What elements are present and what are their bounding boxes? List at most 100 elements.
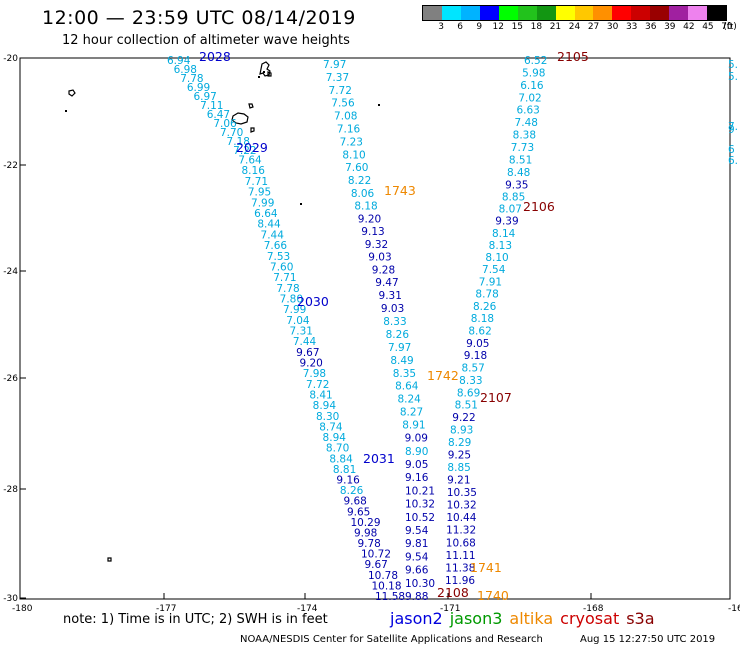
lon-tick-label: -174 xyxy=(297,604,318,614)
swh-value: 10.32 xyxy=(447,500,477,512)
scale-label: 39 xyxy=(664,22,676,32)
swh-value: 9.39 xyxy=(495,216,518,228)
pass-number-label: 2108 xyxy=(437,585,469,600)
legend-cryosat: cryosat xyxy=(560,609,620,628)
swh-value: 8.57 xyxy=(461,363,484,375)
scale-swatch-3 xyxy=(479,6,499,20)
swh-value: 9.18 xyxy=(464,350,487,362)
swh-value: 10.52 xyxy=(405,512,435,524)
swh-value: 8.48 xyxy=(507,167,530,179)
pass-number-label: 1742 xyxy=(427,368,459,383)
swh-value: 10.29 xyxy=(350,517,380,529)
swh-value: 8.91 xyxy=(402,420,425,432)
swh-value: 6.97 xyxy=(193,91,216,103)
swh-value: 8.94 xyxy=(323,432,347,444)
scale-swatch-12 xyxy=(650,6,670,20)
swh-value: 7.72 xyxy=(329,85,352,97)
swh-value: 7.64 xyxy=(238,155,262,167)
swh-value: 9.81 xyxy=(405,538,428,550)
swh-value: 5.98 xyxy=(522,67,545,79)
altimeter-tracks: 6.946.987.786.996.977.116.477.067.707.18… xyxy=(167,55,547,603)
swh-value: 8.38 xyxy=(513,130,536,142)
pass-number-label: 1740 xyxy=(477,588,509,603)
swh-value: 7.60 xyxy=(270,261,293,273)
swh-value: 8.06 xyxy=(351,188,375,200)
scale-label: 6 xyxy=(457,22,463,32)
swh-value: 9.65 xyxy=(347,506,370,518)
swh-value: 9.03 xyxy=(381,303,404,315)
lon-tick-label: -180 xyxy=(12,604,33,614)
lat-tick-label: -28 xyxy=(3,485,18,495)
swh-value: 8.26 xyxy=(340,485,364,497)
swh-value: 10.32 xyxy=(405,499,435,511)
pass-number-label: 2029 xyxy=(236,140,268,155)
scale-swatch-11 xyxy=(631,6,651,20)
scale-unit: (ft) xyxy=(723,22,737,32)
swh-value: 10.72 xyxy=(361,549,391,561)
swh-value: 11.96 xyxy=(445,575,475,587)
swh-value: 7.53 xyxy=(267,251,290,263)
swh-value: 7.04 xyxy=(286,315,310,327)
swh-value: 9.21 xyxy=(447,474,470,486)
island-shape xyxy=(248,103,254,109)
island-shape xyxy=(250,127,255,133)
swh-value: 8.07 xyxy=(499,204,522,216)
pass-number-label: 2028 xyxy=(199,49,231,64)
scale-swatch-0 xyxy=(423,6,442,20)
scale-label: 33 xyxy=(625,22,638,32)
scale-label: 27 xyxy=(587,22,600,32)
track-c: 6.525.986.167.026.637.488.387.738.518.48… xyxy=(445,55,547,587)
swh-value: 8.69 xyxy=(457,387,480,399)
map-subtitle: 12 hour collection of altimeter wave hei… xyxy=(62,33,350,48)
swh-value: 9.22 xyxy=(452,412,475,424)
swh-value: 8.70 xyxy=(326,443,349,455)
scale-label: 12 xyxy=(492,22,504,32)
swh-value: 8.93 xyxy=(450,424,473,436)
swh-value: 7.72 xyxy=(306,379,329,391)
scale-label: 70 xyxy=(721,22,733,32)
swh-value: 11.32 xyxy=(446,525,476,537)
swh-value: 7.99 xyxy=(251,197,274,209)
swh-value: 7.31 xyxy=(290,326,313,338)
swh-value: 9.98 xyxy=(354,527,377,539)
swh-value: 9.03 xyxy=(368,252,391,264)
scale-label: 18 xyxy=(530,22,543,32)
axis-ticks: -20 -22 -24 -26 -28 -30-180 -177 -174 -171 -168 -1… xyxy=(3,54,740,614)
swh-value: 8.16 xyxy=(242,165,266,177)
swh-value: 6.94 xyxy=(167,55,191,67)
track-b: 7.977.377.727.567.087.167.238.107.608.22… xyxy=(323,59,435,603)
island-outlines xyxy=(68,61,272,562)
scale-swatch-4 xyxy=(498,6,518,20)
swh-value: 10.18 xyxy=(371,580,401,592)
edge-fragment: 6. xyxy=(728,155,738,167)
swh-value: 7.71 xyxy=(245,176,268,188)
swh-value: 8.24 xyxy=(397,394,421,406)
swh-value: 6.63 xyxy=(516,105,539,117)
swh-value: 8.18 xyxy=(354,201,377,213)
swh-value: 7.99 xyxy=(283,304,306,316)
swh-value: 9.68 xyxy=(343,496,366,508)
scale-swatch-6 xyxy=(536,6,556,20)
lat-tick-label: -24 xyxy=(3,267,18,277)
swh-value: 11.11 xyxy=(446,550,476,562)
pass-number-label: 2031 xyxy=(363,451,395,466)
lat-tick-label: -22 xyxy=(3,161,18,171)
legend-jason2: jason2 xyxy=(390,609,443,628)
swh-value: 10.68 xyxy=(446,537,476,549)
scale-label: 42 xyxy=(683,22,695,32)
swh-value: 8.26 xyxy=(473,301,497,313)
scale-swatch-9 xyxy=(593,6,613,20)
legend-jason3: jason3 xyxy=(449,609,503,628)
swh-value: 9.54 xyxy=(405,525,429,537)
swh-value: 7.11 xyxy=(200,100,223,112)
pass-number-label: 1743 xyxy=(384,183,416,198)
swh-value: 7.91 xyxy=(479,276,502,288)
swh-value: 6.47 xyxy=(207,109,230,121)
lat-tick-label: -20 xyxy=(3,54,18,64)
pass-labels: 2028 2029 2030 2031 1743 1742 2105 2106 2107 2108… xyxy=(199,49,589,603)
swh-value: 10.35 xyxy=(447,487,477,499)
swh-value: 7.80 xyxy=(280,294,303,306)
swh-value: 11.58 xyxy=(375,591,405,603)
swh-value: 7.18 xyxy=(227,136,250,148)
swh-value: 9.28 xyxy=(372,264,395,276)
